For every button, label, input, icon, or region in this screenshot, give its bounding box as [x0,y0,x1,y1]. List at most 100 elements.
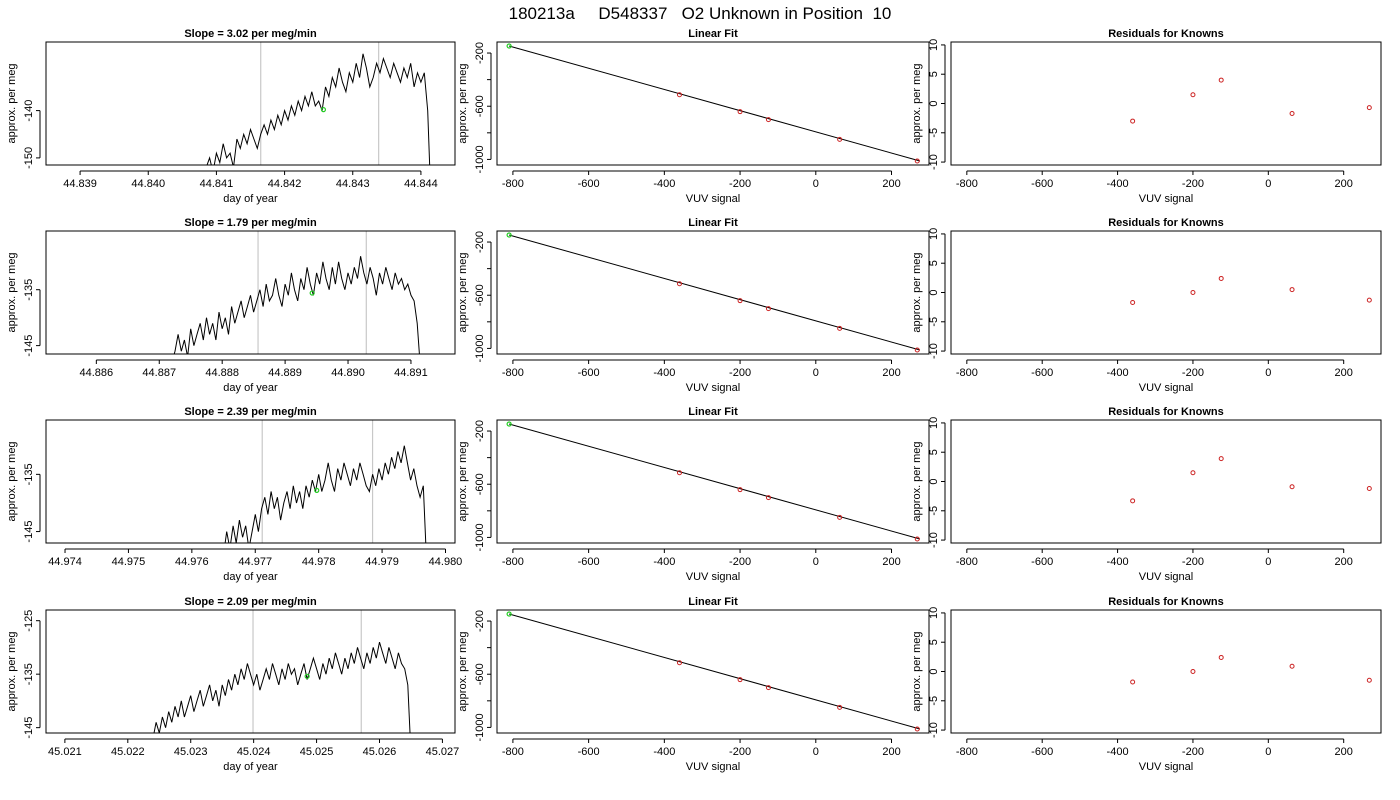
panel-title: Linear Fit [688,217,738,229]
panel-title: Linear Fit [688,28,738,40]
chart-panel: Residuals for Knowns -800 -600 -400 -200 0 200… [911,217,1382,394]
plot-frame [496,41,930,166]
y-tick-label: 10 [928,417,940,429]
x-tick-label: 44.840 [131,178,165,190]
x-tick-label: 44.974 [48,556,82,568]
y-tick-label: 10 [928,228,940,240]
x-axis-label: VUV signal [686,193,740,205]
x-tick-label: 0 [813,367,819,379]
chart-panel: Residuals for Knowns -800 -600 -400 -200 0 200… [911,596,1382,773]
known-point [765,685,771,691]
x-tick-label: -600 [578,178,600,190]
panel-title: Slope = 1.79 per meg/min [184,217,317,229]
plot-area [506,421,921,542]
known-point [1130,679,1136,685]
known-point [914,158,920,164]
known-point [1218,456,1224,462]
fit-line [508,234,921,351]
y-axis-label: approx. per meg [457,441,469,521]
x-tick-label: -600 [1031,556,1053,568]
y-axis-label: approx. per meg [6,631,18,711]
unknown-point [304,673,310,679]
y-tick-label: -135 [23,279,35,301]
known-point [737,677,743,683]
x-axis-label: VUV signal [686,571,740,583]
plot-area [1130,77,1372,124]
x-tick-label: -800 [502,556,524,568]
y-axis-label: approx. per meg [457,63,469,143]
y-tick-label: 5 [928,449,940,455]
x-tick-label: -600 [1031,746,1053,758]
x-tick-label: -800 [502,746,524,758]
known-point [1366,486,1372,492]
x-tick-label: 0 [813,178,819,190]
known-point [1366,677,1372,683]
panel-title: Slope = 2.39 per meg/min [184,406,317,418]
x-tick-label: 44.977 [238,556,272,568]
chart-panel: Slope = 2.09 per meg/min 45.021 45.022 45.0… [6,596,459,773]
x-axis-label: VUV signal [1139,571,1193,583]
known-point [914,726,920,732]
plot-area [506,611,921,732]
x-tick-label: 45.027 [426,746,460,758]
y-tick-label: 5 [928,260,940,266]
y-axis-label: approx. per meg [6,252,18,332]
unknown-point [309,290,315,296]
y-axis-label: approx. per meg [6,63,18,143]
x-tick-label: -600 [578,367,600,379]
known-point [1366,297,1372,303]
known-point [765,495,771,501]
plot-area [1130,275,1372,305]
known-point [1190,669,1196,674]
x-tick-label: 44.841 [200,178,234,190]
x-axis-label: day of year [223,382,278,394]
x-axis-label: day of year [223,193,278,205]
signal-trace [153,641,411,733]
x-tick-label: -400 [653,556,675,568]
y-tick-label: -140 [23,100,35,122]
fit-line [508,613,921,730]
y-tick-label: -200 [474,231,486,253]
x-tick-label: -600 [1031,178,1053,190]
x-tick-label: 45.024 [237,746,271,758]
panel-title: Linear Fit [688,406,738,418]
y-tick-label: 0 [928,100,940,106]
y-axis-label: approx. per meg [911,631,923,711]
known-point [765,306,771,312]
plot-frame [496,419,930,544]
chart-panel: Residuals for Knowns -800 -600 -400 -200 0 200… [911,28,1382,205]
y-tick-label: -600 [474,95,486,117]
y-axis-label: approx. per meg [6,441,18,521]
plot-area [1130,654,1372,685]
x-tick-label: -200 [1182,178,1204,190]
x-tick-label: -400 [1107,178,1129,190]
panel-title: Slope = 2.09 per meg/min [184,596,317,608]
plot-frame [496,230,930,355]
fit-line [508,423,921,540]
x-tick-label: 0 [1265,746,1271,758]
y-axis-label: approx. per meg [911,441,923,521]
x-tick-label: 44.890 [331,367,365,379]
x-tick-label: -800 [956,556,978,568]
chart-panel: Linear Fit -800 -600 -400 -200 0 200 VUV signal… [457,28,930,205]
y-tick-label: 0 [928,478,940,484]
y-tick-label: -10 [928,154,940,170]
x-tick-label: -400 [1107,746,1129,758]
x-tick-label: 45.025 [300,746,334,758]
y-tick-label: -135 [23,663,35,685]
y-tick-label: 0 [928,668,940,674]
x-tick-label: -600 [1031,367,1053,379]
y-tick-label: -1000 [474,713,486,741]
panel-title: Residuals for Knowns [1108,596,1224,608]
known-point [737,487,743,493]
y-axis-label: approx. per meg [911,252,923,332]
x-tick-label: 200 [1335,556,1353,568]
x-tick-label: 44.891 [394,367,428,379]
y-tick-label: -5 [928,506,940,516]
plot-area [153,610,411,733]
unknown-point [506,611,512,617]
y-tick-label: 0 [928,289,940,295]
x-tick-label: 200 [1335,367,1353,379]
y-tick-label: 5 [928,71,940,77]
